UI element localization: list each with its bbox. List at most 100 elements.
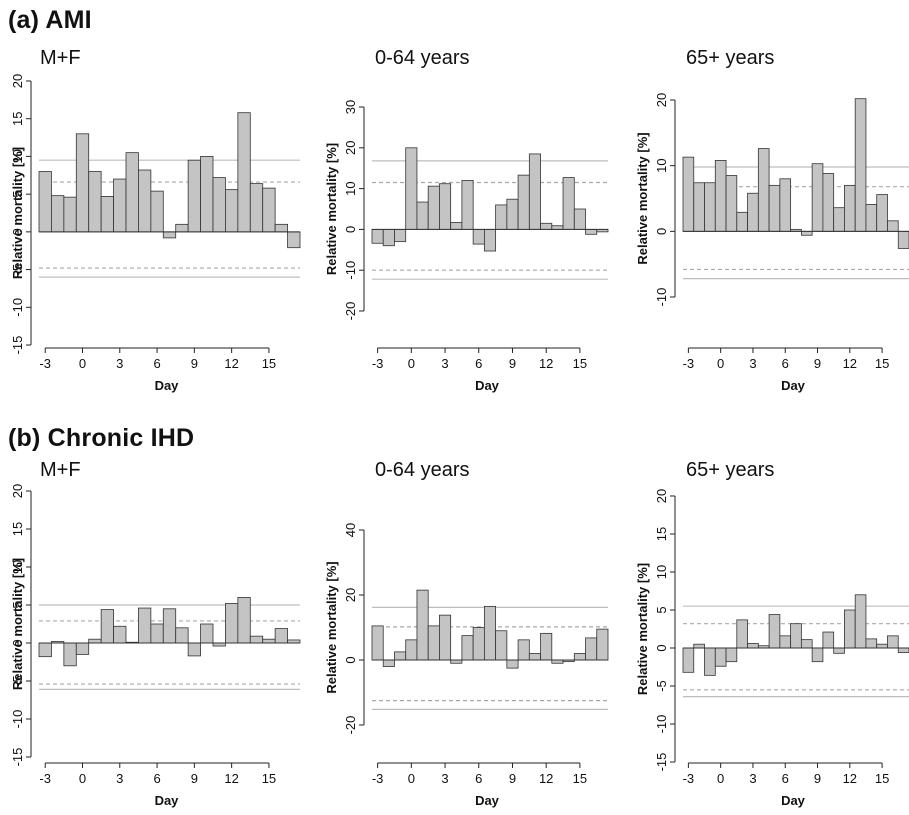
panel-title: 65+ years [686,47,774,69]
bar [187,159,201,233]
bar [844,609,856,649]
bar [725,647,738,663]
bar [100,196,114,233]
y-tick-label: 5 [10,191,25,198]
bar [113,625,127,644]
bar [394,228,407,243]
x-tick-label: 3 [749,771,756,786]
bar [854,98,867,232]
bar [162,608,177,644]
y-tick-label: 0 [654,644,669,651]
bar [790,623,802,649]
bar [405,147,418,230]
y-tick-label: 10 [343,181,358,195]
x-tick-label: 15 [262,356,276,371]
bar [225,603,239,644]
bar [876,194,888,232]
y-axis-label: Relative mortality [%] [10,147,25,279]
x-tick-label: 12 [539,356,553,371]
bar [237,597,251,644]
x-tick-label: 9 [814,356,821,371]
bar [175,627,189,644]
panel-title: M+F [40,459,81,481]
bar [747,192,759,232]
x-tick-label: 6 [475,771,482,786]
panel-title: 0-64 years [375,47,470,69]
bar [212,177,226,233]
bar [865,204,878,232]
bar [506,198,519,230]
bar [800,230,813,236]
y-tick-label: -10 [10,298,25,317]
bar [768,614,781,649]
x-tick-label: -3 [39,771,51,786]
bar [150,190,164,233]
bar [274,628,288,644]
panel-title: M+F [40,47,81,69]
x-tick-label: 15 [875,771,889,786]
chart-panel: 65+ years -15 -10 -5 0 5 10 15 20 Relative mortal… [635,459,909,808]
bar [876,643,888,649]
bar [394,651,407,661]
x-tick-label: 3 [441,771,448,786]
bar [693,643,705,649]
bar [162,231,177,239]
x-tick-label: 0 [717,356,724,371]
bar [483,605,497,661]
bar [757,148,770,232]
y-axis-label: Relative mortality [%] [635,563,650,695]
bar [138,607,152,644]
y-tick-label: -20 [343,716,358,735]
bar [262,187,276,233]
y-tick-label: -10 [654,715,669,734]
y-tick-label: 10 [10,149,25,163]
bar [811,163,824,232]
y-tick-label: -10 [654,288,669,307]
bar [405,639,418,661]
x-tick-label: 6 [153,771,160,786]
bar [274,223,288,233]
bar [779,178,792,232]
bar [439,183,452,230]
y-tick-label: 10 [654,565,669,579]
bar [187,642,201,657]
bar [461,635,474,661]
bar [237,112,251,233]
bar [439,614,452,661]
y-axis-label: Relative mortality [%] [324,143,339,275]
x-tick-label: 6 [782,356,789,371]
bar [725,175,738,232]
bar [800,639,813,649]
x-tick-label: 9 [814,771,821,786]
x-tick-label: 0 [79,356,86,371]
y-axis-label: Relative mortality [%] [635,132,650,264]
chart-panel: 65+ years -10 0 10 20 Relative mortality [%] -… [635,47,909,393]
bar [833,207,845,232]
x-axis-label: Day [781,378,806,393]
bar [150,623,164,644]
bar [897,647,909,653]
y-tick-label: 40 [343,523,358,537]
x-tick-label: -3 [39,356,51,371]
bar [38,171,52,233]
bar [714,647,727,667]
bar [483,228,497,252]
x-tick-label: 12 [843,356,857,371]
x-tick-label: -3 [683,356,695,371]
x-tick-label: -3 [372,771,384,786]
bar [506,659,519,669]
bar [811,647,824,663]
x-tick-label: 12 [224,356,238,371]
y-tick-label: 10 [654,158,669,172]
bar [371,625,384,661]
y-tick-label: -5 [10,675,25,687]
bar [75,133,90,233]
bar [51,195,65,233]
x-tick-label: 12 [224,771,238,786]
section-title-ami: (a) AMI [8,6,92,34]
bar [38,642,52,658]
bar [113,178,127,233]
bar [416,201,429,230]
